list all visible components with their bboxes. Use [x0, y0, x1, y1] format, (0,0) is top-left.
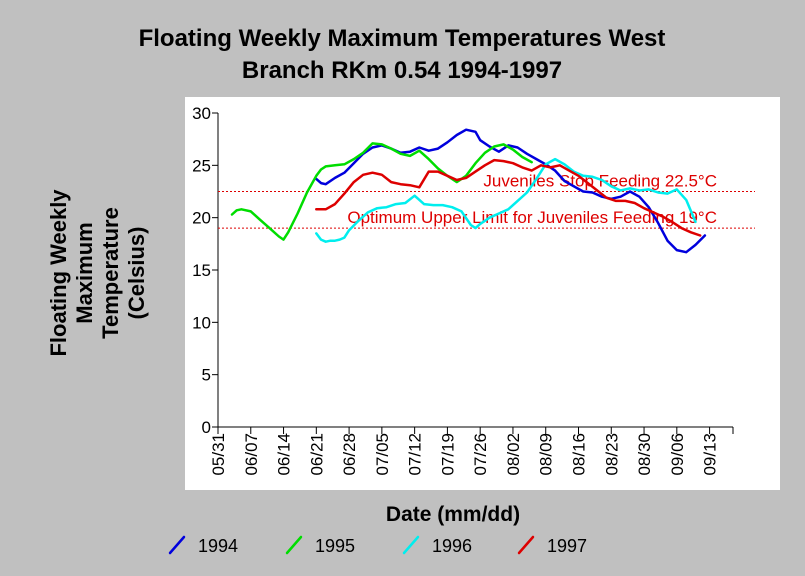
y-tick-label: 15	[192, 261, 211, 280]
y-axis-label-line-1: Floating Weekly	[46, 189, 71, 357]
legend-swatch-1997	[517, 535, 535, 555]
plot-area	[185, 97, 780, 490]
x-tick-label: 07/12	[406, 433, 425, 476]
chart-title-line-1: Floating Weekly Maximum Temperatures Wes…	[139, 25, 666, 52]
reference-line-label: Optimum Upper Limit for Juveniles Feedin…	[347, 208, 717, 227]
x-tick-label: 09/06	[668, 433, 687, 476]
y-axis-label-line-3: Temperature	[98, 207, 123, 339]
axes-layer: 0 5 10 15 20 25 30 05/31 06/07 06/14 06/21 06/28 07/…	[192, 104, 734, 476]
y-axis-label-line-2: Maximum	[72, 222, 97, 323]
x-tick-label: 07/05	[373, 433, 392, 476]
x-axis-label: Date (mm/dd)	[386, 503, 520, 526]
legend-swatch-1996	[402, 535, 420, 555]
series-layer	[230, 128, 707, 254]
legend-label-1994: 1994	[198, 536, 238, 556]
legend-label-1995: 1995	[315, 536, 355, 556]
x-tick-label: 06/07	[242, 433, 261, 476]
x-tick-label: 06/21	[307, 433, 326, 476]
y-tick-label: 20	[192, 209, 211, 228]
y-tick-label: 0	[202, 418, 211, 437]
x-tick-label: 08/02	[504, 433, 523, 476]
legend-swatch-1995	[285, 535, 303, 555]
x-tick-label: 05/31	[209, 433, 228, 476]
legend-swatch-1994	[168, 535, 186, 555]
legend-label-1997: 1997	[547, 536, 587, 556]
series-line-1994	[315, 128, 707, 254]
y-axis-label-line-4: (Celsius)	[124, 227, 149, 320]
legend-label-1996: 1996	[432, 536, 472, 556]
legend: 1994 1995 1996 1997	[168, 535, 587, 556]
x-tick-label: 07/19	[438, 433, 457, 476]
series-line-1995	[230, 142, 533, 241]
x-tick-label: 08/09	[537, 433, 556, 476]
y-tick-label: 25	[192, 156, 211, 175]
x-tick-label: 09/13	[701, 433, 720, 476]
x-tick-label: 08/23	[602, 433, 621, 476]
reference-line-label: Juveniles Stop Feeding 22.5°C	[483, 172, 717, 191]
chart-title-line-2: Branch RKm 0.54 1994-1997	[242, 57, 562, 84]
series-line-1997	[315, 158, 702, 237]
series-line-1996	[315, 157, 697, 243]
x-tick-label: 08/16	[570, 433, 589, 476]
y-tick-label: 30	[192, 104, 211, 123]
y-tick-label: 5	[202, 366, 211, 385]
x-tick-label: 06/14	[275, 433, 294, 476]
y-tick-label: 10	[192, 313, 211, 332]
x-tick-label: 08/30	[635, 433, 654, 476]
x-tick-label: 06/28	[340, 433, 359, 476]
x-tick-label: 07/26	[471, 433, 490, 476]
